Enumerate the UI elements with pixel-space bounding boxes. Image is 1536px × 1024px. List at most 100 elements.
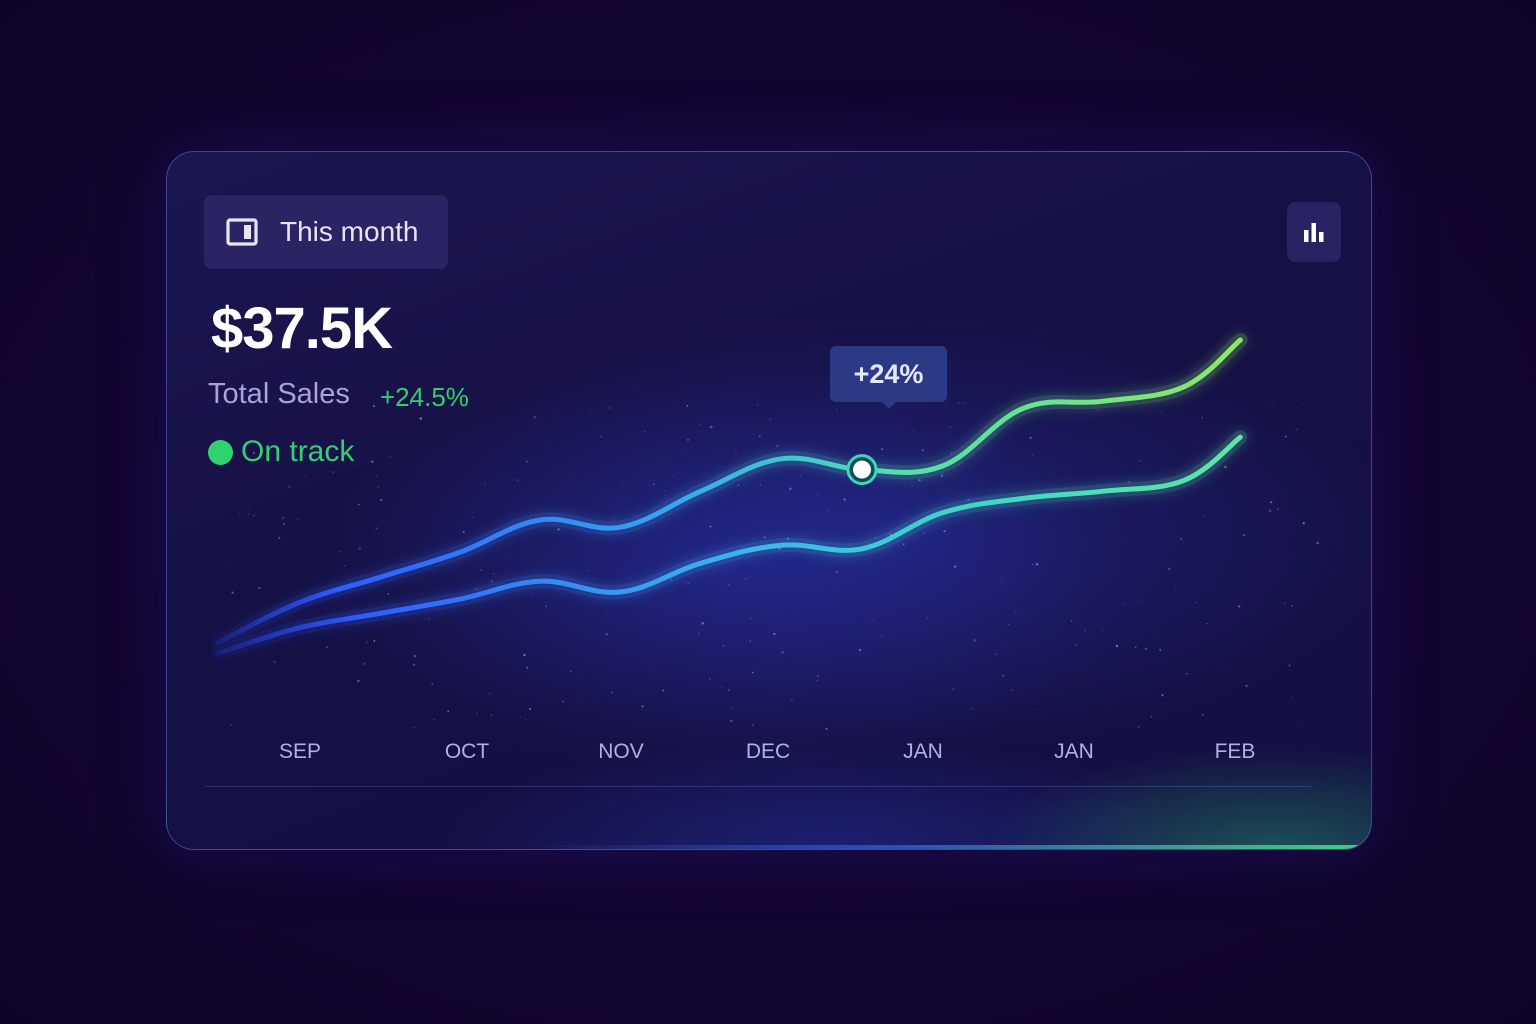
star-dot <box>971 708 973 710</box>
star-dot <box>1224 465 1227 469</box>
chart-type-button[interactable] <box>1287 202 1341 262</box>
star-dot <box>769 418 772 420</box>
star-dot <box>1102 630 1104 631</box>
star-dot <box>731 707 734 710</box>
star-dot <box>358 547 362 550</box>
star-dot <box>1284 602 1286 604</box>
star-dot <box>409 401 413 405</box>
star-dot <box>606 609 608 611</box>
data-point-tooltip: +24% <box>830 346 947 402</box>
star-dot <box>807 712 809 714</box>
chart-haze <box>307 372 1147 772</box>
star-dot <box>701 622 704 625</box>
star-dot <box>1010 689 1013 691</box>
star-dot <box>744 577 747 580</box>
star-dot <box>412 413 413 415</box>
star-dot <box>599 435 602 438</box>
star-dot <box>735 452 737 455</box>
star-dot <box>758 435 761 438</box>
calendar-icon <box>226 218 258 246</box>
total-sales-label: Total Sales <box>208 378 350 410</box>
star-dot <box>912 429 915 432</box>
star-dot <box>529 708 532 710</box>
star-dot <box>699 423 701 425</box>
highlight-point[interactable] <box>853 460 871 479</box>
x-tick-label: FEB <box>1214 740 1256 763</box>
star-dot <box>226 561 229 564</box>
star-dot <box>776 444 779 448</box>
star-dot <box>727 688 730 691</box>
star-dot <box>766 586 767 588</box>
star-dot <box>397 598 399 600</box>
star-dot <box>1167 567 1171 570</box>
star-dot <box>1284 435 1287 438</box>
star-dot <box>311 692 313 694</box>
star-dot <box>800 475 802 477</box>
star-dot <box>447 710 450 713</box>
star-dot <box>756 404 758 406</box>
star-dot <box>516 479 519 482</box>
star-dot <box>431 683 434 686</box>
total-sales-value: $37.5K <box>211 296 393 361</box>
star-dot <box>282 517 284 519</box>
series-1-line <box>215 337 1243 645</box>
star-dot <box>773 632 776 636</box>
star-dot <box>1206 623 1208 625</box>
star-dot <box>446 575 448 577</box>
star-dot <box>419 417 423 420</box>
star-dot <box>523 653 526 657</box>
star-dot <box>1288 664 1291 667</box>
star-dot <box>946 404 948 405</box>
star-dot <box>431 501 433 503</box>
star-dot <box>413 726 416 729</box>
sales-card: This month $37.5K Total Sales +24.5% On … <box>166 151 1372 850</box>
star-dot <box>339 550 342 553</box>
star-dot <box>526 666 529 669</box>
star-dot <box>790 699 794 702</box>
star-dot <box>610 691 614 694</box>
star-dot <box>238 513 241 516</box>
x-tick-label: OCT <box>444 740 490 763</box>
star-dot <box>902 543 905 546</box>
star-dot <box>644 430 647 433</box>
star-dot <box>247 503 250 506</box>
star-dot <box>816 679 818 682</box>
period-selector-button[interactable]: This month <box>204 195 448 269</box>
star-dot <box>1271 401 1273 404</box>
star-dot <box>1008 623 1010 625</box>
star-dot <box>278 536 281 540</box>
star-dot <box>727 583 731 586</box>
star-dot <box>686 404 689 407</box>
star-dot <box>641 705 644 708</box>
star-dot <box>544 605 547 608</box>
star-dot <box>1029 436 1032 439</box>
star-dot <box>789 487 792 490</box>
star-dot <box>557 528 560 531</box>
star-dot <box>910 485 913 487</box>
star-dot <box>387 592 390 595</box>
star-dot <box>519 717 521 719</box>
star-dot <box>1226 650 1228 652</box>
star-dot <box>375 475 378 477</box>
star-dot <box>490 580 493 583</box>
star-dot <box>253 514 256 517</box>
star-dot <box>816 493 819 495</box>
star-dot <box>697 632 700 635</box>
bar-chart-icon <box>1304 223 1324 242</box>
star-dot <box>1161 411 1163 413</box>
star-dot <box>1295 428 1298 431</box>
star-dot <box>1023 507 1025 509</box>
star-dot <box>1243 534 1246 537</box>
star-dot <box>918 479 921 482</box>
star-dot <box>231 591 234 594</box>
star-dot <box>1137 725 1140 728</box>
star-dot <box>241 482 243 484</box>
star-dot <box>304 454 306 456</box>
star-dot <box>698 705 700 707</box>
star-dot <box>1115 644 1119 648</box>
star-dot <box>587 569 589 571</box>
x-tick-label: JAN <box>1054 740 1094 763</box>
star-dot <box>428 618 430 620</box>
x-tick-label: SEP <box>278 740 322 763</box>
star-dot <box>1001 406 1003 408</box>
